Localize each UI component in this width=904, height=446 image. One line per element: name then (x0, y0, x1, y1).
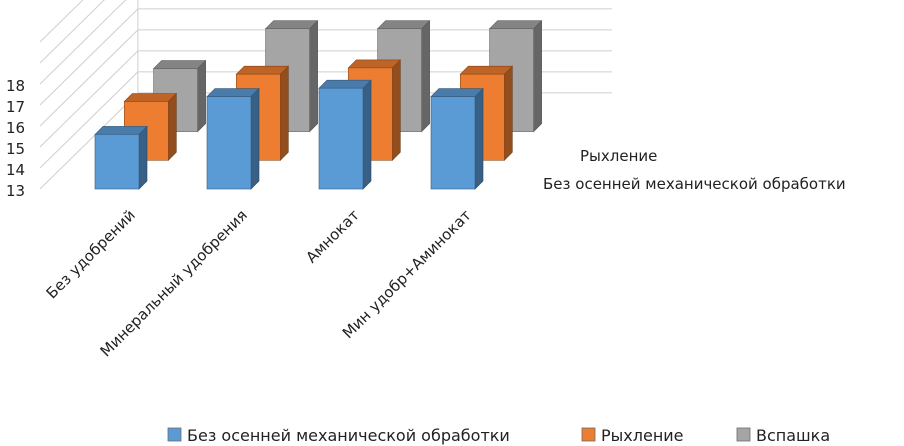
bar-top (94, 126, 148, 135)
bar-top (488, 20, 543, 30)
y-tick-label: 14 (6, 161, 25, 179)
bar-side (197, 59, 206, 133)
legend-item: Без осенней механической обработки (167, 426, 510, 445)
bar-top (235, 65, 290, 75)
legend-label: Вспашка (756, 426, 830, 445)
bar-top (347, 59, 402, 69)
legend-label: Без осенней механической обработки (187, 426, 510, 445)
bar (94, 125, 148, 190)
gridline (39, 0, 127, 85)
bar-side (421, 19, 430, 133)
bar-top (123, 93, 178, 102)
gridline (39, 92, 139, 190)
legend-swatch (736, 427, 751, 442)
gridline (39, 71, 139, 169)
bar-front (206, 96, 252, 190)
bar-top (430, 88, 484, 97)
category-label: Амнокат (302, 206, 363, 267)
bar-side (250, 87, 260, 190)
legend-item: Рыхление (581, 426, 684, 445)
bar-top (318, 79, 372, 89)
bar-side (279, 65, 289, 162)
category-label: Мин удобр+Аминокат (339, 206, 475, 342)
bar-front (318, 87, 364, 190)
y-tick-label: 18 (6, 77, 25, 95)
depth-axis: Рыхление Без осенней механической обрабо… (543, 147, 846, 193)
y-tick-label: 15 (6, 140, 25, 158)
bar (430, 87, 484, 190)
bar-top (459, 65, 514, 75)
gridline (39, 0, 105, 64)
gridline (39, 0, 84, 43)
bar-side (503, 65, 513, 162)
gridline (39, 50, 139, 148)
bar-side (138, 125, 148, 190)
bar-front (430, 96, 476, 190)
x-axis: Без удобрений Минеральный удобрения Амно… (43, 206, 475, 360)
bar-front (94, 134, 140, 190)
gridline (39, 8, 139, 106)
bar-side (168, 92, 177, 162)
y-tick-label: 16 (6, 119, 25, 137)
depth-axis-label: Без осенней механической обработки (543, 175, 846, 193)
y-tick-label: 13 (6, 182, 25, 200)
legend-swatch (167, 427, 182, 442)
y-tick-label: 17 (6, 98, 25, 116)
bar-side (474, 87, 484, 190)
y-axis: 13 14 15 16 17 18 (6, 77, 25, 200)
gridline (39, 29, 139, 127)
bar-side (533, 19, 542, 133)
bar-side (391, 59, 401, 162)
legend-item: Вспашка (736, 426, 830, 445)
legend-label: Рыхление (601, 426, 684, 445)
legend: Без осенней механической обработки Рыхле… (167, 426, 830, 445)
legend-swatch (581, 427, 596, 442)
bar-side (362, 79, 372, 190)
bars (94, 19, 543, 190)
bar-top (376, 20, 431, 30)
bar (318, 79, 372, 190)
bar-top (206, 88, 260, 97)
bar-side (309, 19, 318, 133)
bar (206, 87, 260, 190)
depth-axis-label: Рыхление (580, 147, 657, 165)
bar-top (152, 60, 207, 69)
category-label: Без удобрений (43, 206, 139, 302)
bar-top (264, 20, 319, 30)
